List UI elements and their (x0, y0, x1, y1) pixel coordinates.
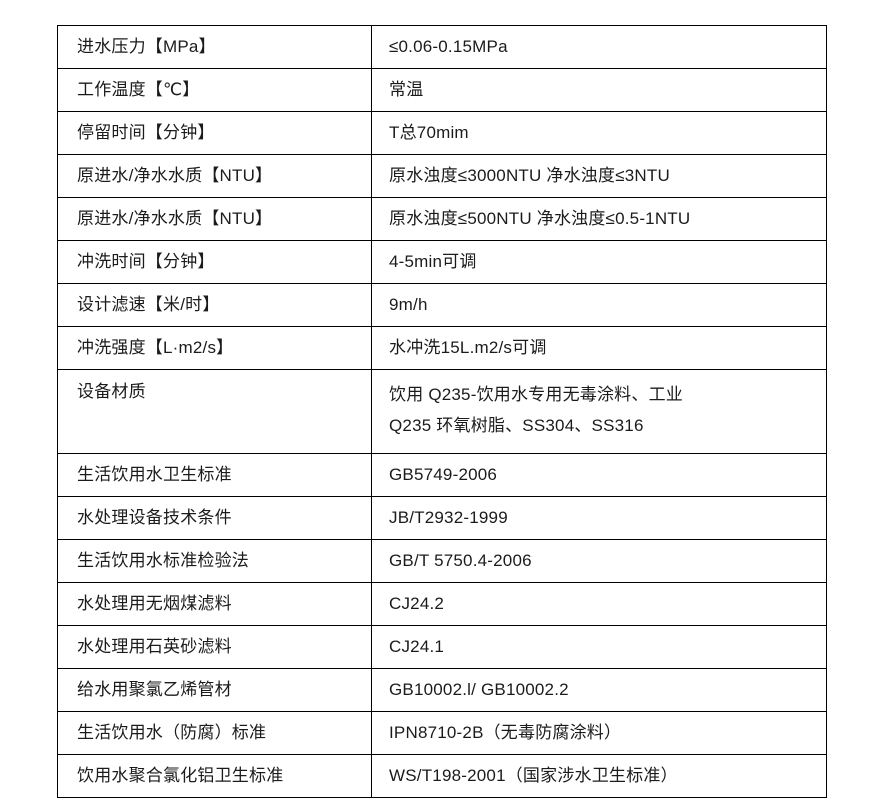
value-cell: CJ24.1 (371, 625, 827, 669)
table-row: 设计滤速【米/时】 9m/h (57, 283, 827, 327)
parameter-cell: 生活饮用水（防腐）标准 (57, 711, 372, 755)
table-row: 工作温度【℃】 常温 (57, 68, 827, 112)
specification-sheet: 阶梯图 阶梯图 阶梯图 进水压力【MPa】≤0.06-0.15MPa工作温度【℃… (57, 25, 827, 798)
parameter-cell: 水处理用无烟煤滤料 (57, 582, 372, 626)
value-cell: 常温 (371, 68, 827, 112)
specification-table-body: 进水压力【MPa】 ≤0.06-0.15MPa 工作温度【℃】 常温 停留时间【分钟】 T… (57, 25, 827, 798)
value-cell: T总70mim (371, 111, 827, 155)
table-row: 给水用聚氯乙烯管材 GB10002.l/ GB10002.2 (57, 668, 827, 712)
parameter-cell: 原进水/净水水质【NTU】 (57, 154, 372, 198)
parameter-cell: 工作温度【℃】 (57, 68, 372, 112)
value-line: 饮用 Q235-饮用水专用无毒涂料、工业 (389, 385, 683, 404)
value-cell: CJ24.2 (371, 582, 827, 626)
parameter-cell: 水处理设备技术条件 (57, 496, 372, 540)
parameter-cell: 给水用聚氯乙烯管材 (57, 668, 372, 712)
table-row: 设备材质 饮用 Q235-饮用水专用无毒涂料、工业 Q235 环氧树脂、SS304、… (57, 369, 827, 454)
value-cell: GB10002.l/ GB10002.2 (371, 668, 827, 712)
table-row: 生活饮用水（防腐）标准 IPN8710-2B（无毒防腐涂料） (57, 711, 827, 755)
value-cell: GB/T 5750.4-2006 (371, 539, 827, 583)
parameter-cell: 停留时间【分钟】 (57, 111, 372, 155)
parameter-cell: 原进水/净水水质【NTU】 (57, 197, 372, 241)
parameter-cell: 设计滤速【米/时】 (57, 283, 372, 327)
parameter-cell: 进水压力【MPa】 (57, 25, 372, 69)
table-row: 生活饮用水标准检验法 GB/T 5750.4-2006 (57, 539, 827, 583)
value-cell: WS/T198-2001（国家涉水卫生标准） (371, 754, 827, 798)
value-cell: 原水浊度≤3000NTU 净水浊度≤3NTU (371, 154, 827, 198)
value-cell: 9m/h (371, 283, 827, 327)
parameter-cell: 生活饮用水标准检验法 (57, 539, 372, 583)
value-line: Q235 环氧树脂、SS304、SS316 (389, 416, 644, 436)
table-row: 原进水/净水水质【NTU】 原水浊度≤3000NTU 净水浊度≤3NTU (57, 154, 827, 198)
table-row: 进水压力【MPa】 ≤0.06-0.15MPa (57, 25, 827, 69)
value-cell: ≤0.06-0.15MPa (371, 25, 827, 69)
table-row: 冲洗时间【分钟】 4-5min可调 (57, 240, 827, 284)
parameter-cell: 冲洗强度【L·m2/s】 (57, 326, 372, 370)
value-cell: 4-5min可调 (371, 240, 827, 284)
value-cell: 饮用 Q235-饮用水专用无毒涂料、工业 Q235 环氧树脂、SS304、SS31… (371, 369, 827, 454)
table-row: 停留时间【分钟】 T总70mim (57, 111, 827, 155)
value-cell: JB/T2932-1999 (371, 496, 827, 540)
table-row: 冲洗强度【L·m2/s】 水冲洗15L.m2/s可调 (57, 326, 827, 370)
table-row: 生活饮用水卫生标准 GB5749-2006 (57, 453, 827, 497)
value-cell: IPN8710-2B（无毒防腐涂料） (371, 711, 827, 755)
parameter-cell: 水处理用石英砂滤料 (57, 625, 372, 669)
parameter-cell: 饮用水聚合氯化铝卫生标准 (57, 754, 372, 798)
value-cell: GB5749-2006 (371, 453, 827, 497)
value-cell: 水冲洗15L.m2/s可调 (371, 326, 827, 370)
table-row: 饮用水聚合氯化铝卫生标准 WS/T198-2001（国家涉水卫生标准） (57, 754, 827, 798)
table-row: 水处理用无烟煤滤料 CJ24.2 (57, 582, 827, 626)
value-cell: 原水浊度≤500NTU 净水浊度≤0.5-1NTU (371, 197, 827, 241)
table-row: 原进水/净水水质【NTU】 原水浊度≤500NTU 净水浊度≤0.5-1NTU (57, 197, 827, 241)
table-row: 水处理用石英砂滤料 CJ24.1 (57, 625, 827, 669)
parameter-cell: 设备材质 (57, 369, 372, 454)
parameter-cell: 生活饮用水卫生标准 (57, 453, 372, 497)
specification-table: 进水压力【MPa】 ≤0.06-0.15MPa 工作温度【℃】 常温 停留时间【分钟】 T… (57, 25, 827, 798)
table-row: 水处理设备技术条件 JB/T2932-1999 (57, 496, 827, 540)
parameter-cell: 冲洗时间【分钟】 (57, 240, 372, 284)
